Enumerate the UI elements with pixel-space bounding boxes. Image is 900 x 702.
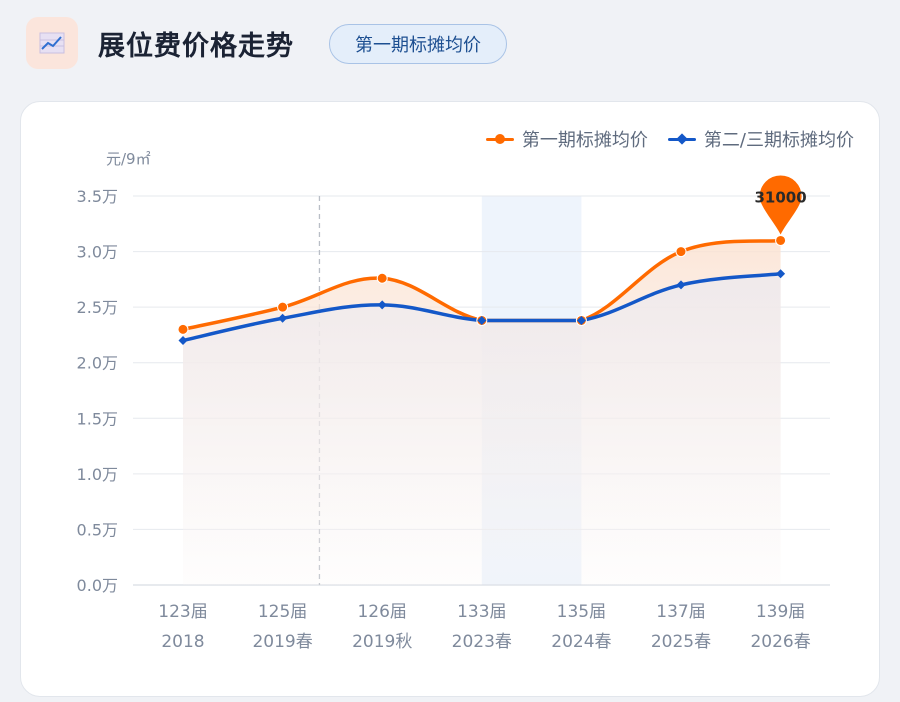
pin-shape — [759, 175, 802, 235]
series2-point — [776, 269, 786, 279]
legend-item-series2[interactable]: 第二/三期标摊均价 — [667, 126, 854, 152]
series1-point — [675, 246, 687, 258]
series2-point — [477, 315, 487, 325]
legend-label-series2: 第二/三期标摊均价 — [703, 130, 854, 151]
series2-point — [377, 300, 387, 310]
y-tick-label: 1.0万 — [77, 465, 118, 484]
line-chart-icon — [26, 17, 78, 69]
series2-point — [278, 313, 288, 323]
x-tick-label: 133届 — [457, 602, 506, 622]
x-tick-label: 123届 — [158, 602, 207, 622]
y-tick-label: 0.5万 — [77, 520, 118, 539]
legend-item-series1[interactable]: 第一期标摊均价 — [485, 126, 648, 152]
series2-point — [178, 335, 188, 345]
max-value-pin: 31000 — [755, 175, 807, 235]
x-tick-sublabel: 2023春 — [452, 632, 512, 652]
x-tick-label: 137届 — [656, 602, 705, 622]
legend-swatch-series2 — [667, 133, 696, 145]
x-tick-sublabel: 2024春 — [551, 632, 611, 652]
x-tick-sublabel: 2019春 — [252, 632, 312, 652]
page-title: 展位费价格走势 — [98, 31, 294, 62]
series1-point — [177, 323, 189, 335]
x-tick-label: 126届 — [357, 602, 406, 622]
series2-point — [676, 280, 686, 290]
series1-point — [775, 234, 787, 246]
series2-point — [576, 315, 586, 325]
x-tick-sublabel: 2025春 — [651, 632, 711, 652]
legend-swatch-series1 — [485, 133, 514, 145]
x-tick-sublabel: 2026春 — [750, 632, 810, 652]
series1-point — [376, 272, 388, 284]
y-tick-label: 2.5万 — [77, 298, 118, 317]
x-tick-label: 125届 — [258, 602, 307, 622]
y-tick-label: 3.0万 — [77, 243, 118, 262]
legend-label-series1: 第一期标摊均价 — [521, 130, 648, 151]
x-tick-sublabel: 2019秋 — [352, 632, 412, 652]
chart-legend: 第一期标摊均价 第二/三期标摊均价 — [485, 126, 854, 152]
x-tick-sublabel: 2018 — [161, 632, 204, 652]
series2-area — [183, 273, 781, 585]
y-tick-label: 3.5万 — [77, 187, 118, 206]
y-unit-label: 元/9㎡ — [106, 150, 151, 168]
pin-value-label: 31000 — [755, 188, 807, 206]
y-tick-label: 2.0万 — [77, 354, 118, 373]
page-header: 展位费价格走势 第一期标摊均价 — [0, 0, 900, 90]
x-tick-label: 135届 — [557, 602, 606, 622]
x-tick-label: 139届 — [756, 602, 805, 622]
y-tick-label: 1.5万 — [77, 409, 118, 428]
series-filter-badge[interactable]: 第一期标摊均价 — [329, 24, 507, 64]
series1-point — [277, 301, 289, 313]
y-tick-label: 0.0万 — [77, 576, 118, 595]
